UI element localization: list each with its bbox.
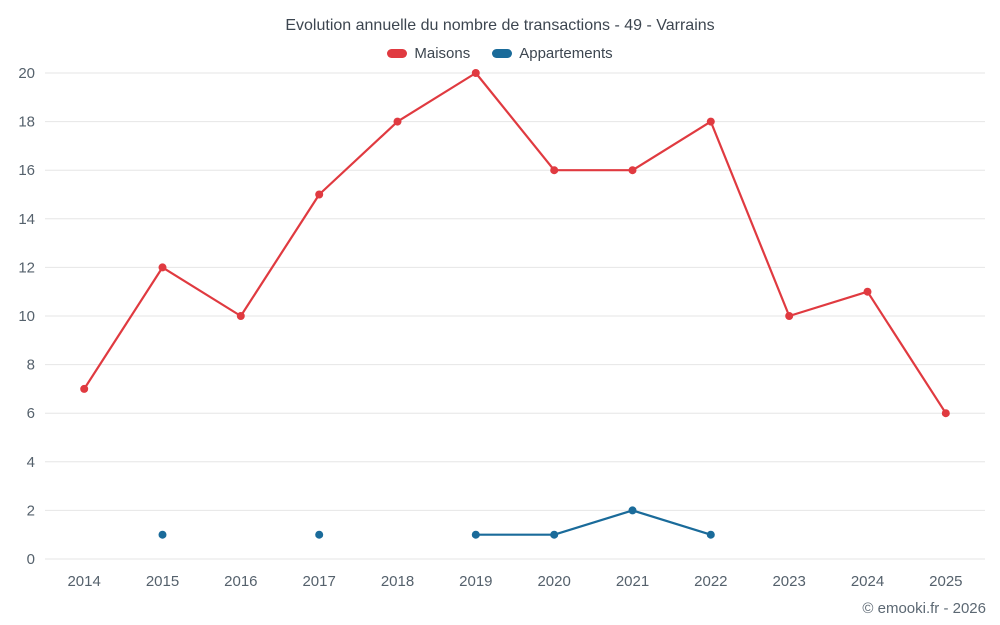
data-point-maisons[interactable] [785,312,794,320]
data-point-appartements[interactable] [158,530,167,539]
y-axis-label: 2 [27,502,35,519]
legend-label-appartements: Appartements [519,45,613,62]
x-axis-label: 2021 [616,573,649,590]
y-axis-label: 14 [18,211,35,228]
series-line-appartements[interactable] [475,509,712,536]
data-point-maisons[interactable] [706,117,715,126]
y-axis-label: 4 [27,454,35,471]
x-axis-label: 2022 [694,573,727,590]
x-axis-label: 2019 [459,573,492,590]
series-line-maisons[interactable] [83,71,947,414]
data-point-maisons[interactable] [941,409,950,418]
data-point-maisons[interactable] [863,287,872,296]
x-axis-label: 2017 [302,573,335,590]
legend: Maisons Appartements [0,45,1000,62]
data-point-maisons[interactable] [158,263,167,272]
data-point-maisons[interactable] [315,190,324,199]
x-axis-label: 2024 [851,573,884,590]
data-point-maisons[interactable] [393,117,402,126]
x-axis-label: 2025 [929,573,962,590]
data-point-appartements[interactable] [471,530,480,539]
x-axis-label: 2015 [146,573,179,590]
x-axis-label: 2016 [224,573,257,590]
chart-title: Evolution annuelle du nombre de transact… [285,17,715,34]
y-axis-label: 20 [18,65,35,82]
data-point-appartements[interactable] [628,506,637,515]
x-axis-label: 2020 [537,573,570,590]
legend-item-maisons[interactable]: Maisons [387,45,470,62]
data-point-maisons[interactable] [628,166,637,175]
y-axis-label: 18 [18,114,35,131]
data-point-appartements[interactable] [550,530,559,539]
data-point-appartements[interactable] [315,530,324,539]
data-point-maisons[interactable] [80,384,89,393]
data-point-maisons[interactable] [550,166,559,175]
y-axis-label: 0 [27,551,35,568]
data-point-maisons[interactable] [236,312,245,320]
x-axis-label: 2018 [381,573,414,590]
x-axis-label: 2014 [67,573,100,590]
y-axis-label: 6 [27,405,35,422]
credits-link[interactable]: © emooki.fr - 2026 [862,600,986,617]
y-axis-label: 8 [27,357,35,374]
legend-marker-appartements [492,49,513,58]
y-axis-label: 12 [18,259,35,276]
legend-marker-maisons [387,49,408,58]
data-point-appartements[interactable] [706,530,715,539]
y-axis-label: 16 [18,162,35,179]
x-axis-label: 2023 [772,573,805,590]
legend-label-maisons: Maisons [414,45,471,62]
y-axis-label: 10 [18,308,35,325]
legend-item-appartements[interactable]: Appartements [492,45,613,62]
data-point-maisons[interactable] [471,69,480,77]
